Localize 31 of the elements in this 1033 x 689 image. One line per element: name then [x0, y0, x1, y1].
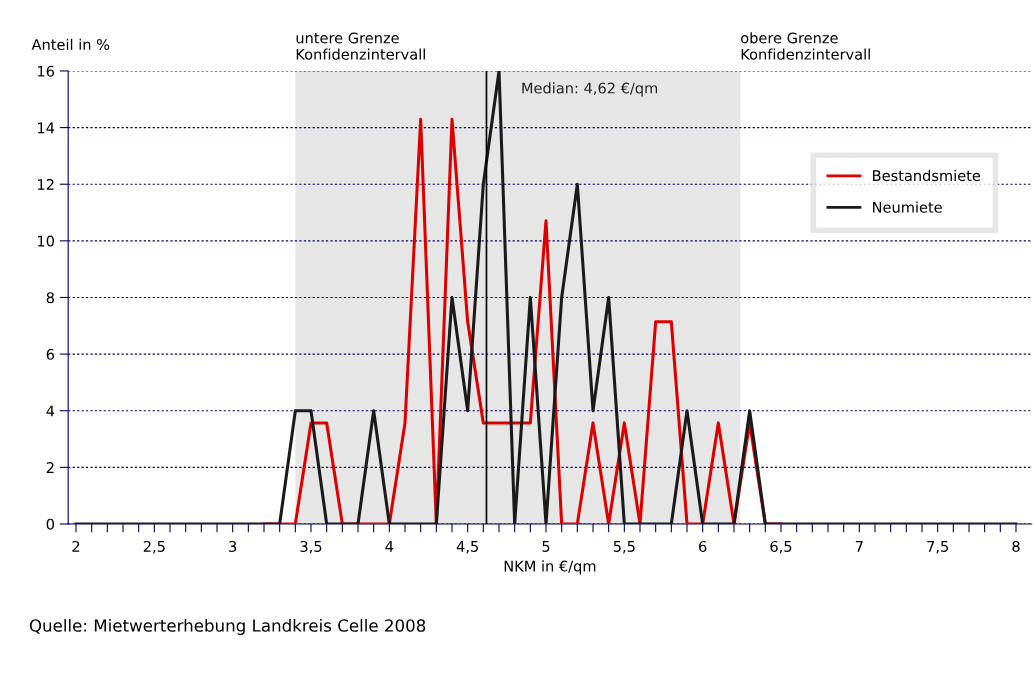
x-tick-label: 3,5 [300, 540, 322, 554]
x-tick-label: 2,5 [143, 540, 165, 554]
x-tick-label: 6,5 [770, 540, 792, 554]
x-axis-title: NKM in €/qm [504, 560, 596, 575]
legend-label: Bestandsmiete [873, 169, 981, 182]
x-tick-label: 5,5 [613, 541, 635, 554]
x-tick-label: 4,5 [456, 541, 478, 554]
y-tick-label: 10 [38, 235, 55, 247]
annotation: obere Grenze Konfidenzintervall [741, 32, 870, 60]
ref-line-label: Median: 4,62 €/qm [522, 82, 658, 97]
x-tick-label: 4 [385, 541, 394, 552]
x-tick-label: 5 [542, 541, 550, 552]
x-tick-label: 7,5 [927, 541, 948, 554]
x-tick-label: 7 [855, 541, 863, 552]
y-tick-label: 8 [46, 292, 54, 304]
y-tick-label: 14 [38, 122, 55, 134]
y-tick-label: 16 [38, 65, 55, 77]
x-tick-label: 2 [72, 540, 80, 552]
source-note: Quelle: Mietwerterhebung Landkreis Celle 2008 [29, 618, 426, 636]
line-series [74, 70, 1018, 524]
y-tick-label: 2 [46, 462, 54, 473]
y-tick-label: 4 [46, 405, 55, 417]
y-tick-label: 0 [46, 518, 55, 530]
y-tick-label: 12 [38, 178, 54, 190]
y-tick-label: 6 [46, 348, 55, 360]
x-tick-label: 8 [1012, 540, 1020, 552]
legend-label: Neumiete [873, 201, 942, 213]
x-tick-label: 6 [699, 540, 707, 552]
annotation: untere Grenze Konfidenzintervall [296, 32, 425, 60]
x-tick-label: 3 [229, 540, 237, 552]
y-axis-title: Anteil in % [31, 38, 110, 51]
